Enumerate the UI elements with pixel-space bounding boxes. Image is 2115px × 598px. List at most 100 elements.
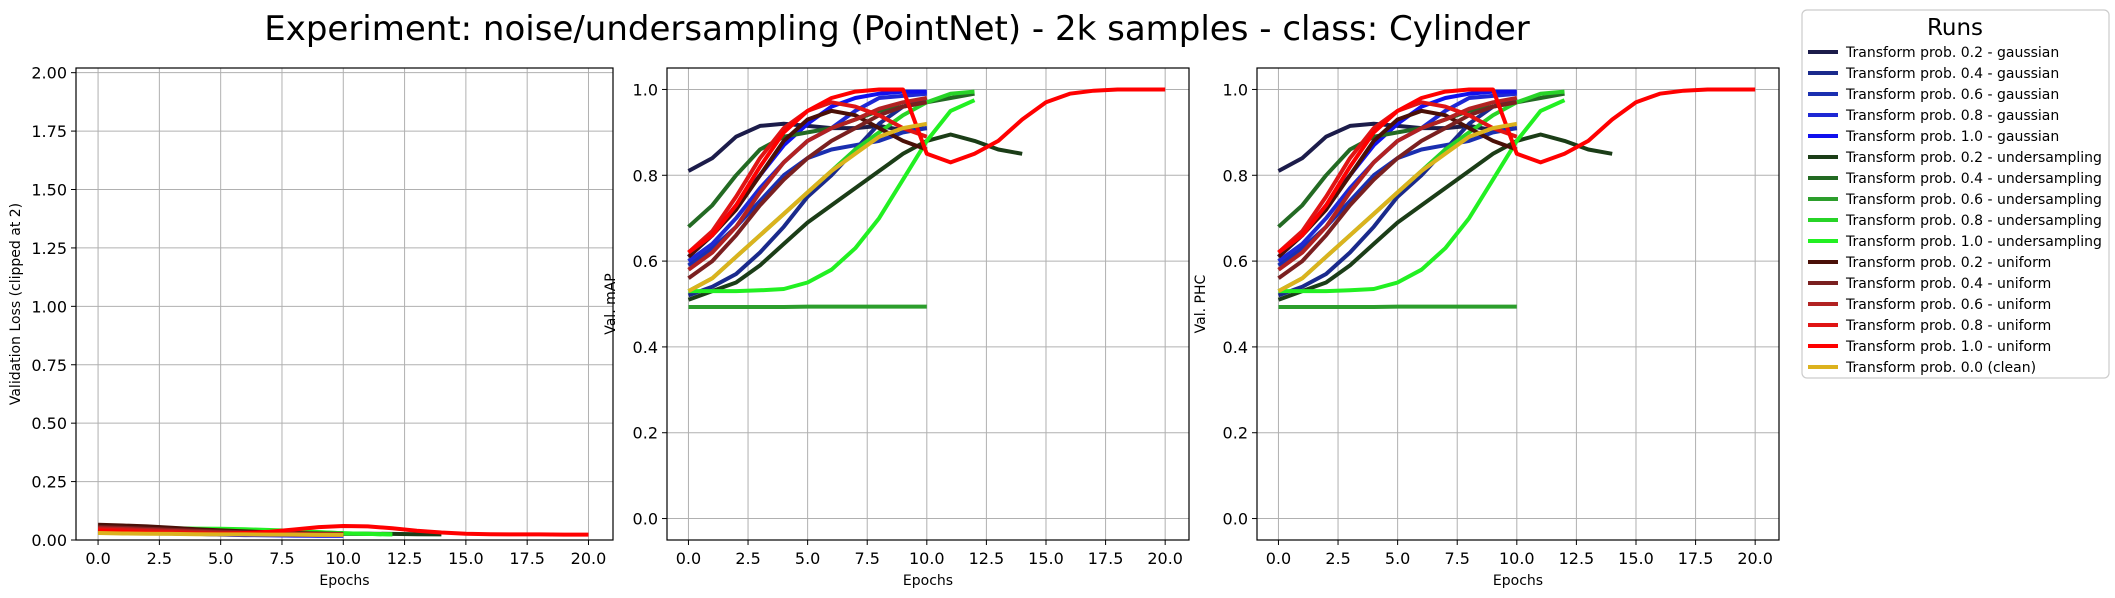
x-tick-label: 10.0: [909, 549, 945, 568]
legend-items: Transform prob. 0.2 - gaussian Transform …: [1808, 45, 2102, 376]
series-group: [687, 87, 1166, 309]
x-tick-label: 10.0: [325, 549, 361, 568]
legend-label: Transform prob. 0.6 - uniform: [1845, 297, 2051, 313]
y-tick-label: 0.75: [31, 356, 67, 375]
legend-item: Transform prob. 0.0 (clean): [1808, 360, 2036, 376]
legend-label: Transform prob. 0.8 - undersampling: [1845, 213, 2102, 229]
legend-item: Transform prob. 1.0 - gaussian: [1808, 129, 2059, 145]
x-tick-label: 17.5: [509, 549, 545, 568]
series-line-9: [1278, 98, 1566, 294]
x-tick-label: 5.0: [1385, 549, 1410, 568]
x-tick-label: 10.0: [1499, 549, 1535, 568]
y-tick-label: 2.00: [31, 64, 67, 83]
x-tick-label: 17.5: [1678, 549, 1714, 568]
legend: Runs Transform prob. 0.2 - gaussianTrans…: [1801, 9, 2110, 379]
legend-item: Transform prob. 0.6 - gaussian: [1808, 87, 2059, 103]
x-tick-label: 5.0: [795, 549, 820, 568]
x-axis-label: Epochs: [1493, 573, 1543, 589]
legend-label: Transform prob. 0.2 - undersampling: [1845, 150, 2102, 166]
legend-item: Transform prob. 0.2 - undersampling: [1808, 150, 2102, 166]
legend-label: Transform prob. 0.8 - gaussian: [1845, 108, 2059, 124]
y-axis-label: Val. mAP: [603, 273, 619, 335]
x-tick-label: 2.5: [1325, 549, 1350, 568]
y-axis-label: Val. PHC: [1193, 274, 1209, 333]
y-tick-label: 0.6: [1223, 252, 1248, 271]
legend-label: Transform prob. 0.8 - uniform: [1845, 318, 2051, 334]
y-tick-label: 0.2: [633, 424, 658, 443]
legend-item: Transform prob. 0.8 - gaussian: [1808, 108, 2059, 124]
x-tick-label: 20.0: [1147, 549, 1183, 568]
y-tick-label: 1.25: [31, 239, 67, 258]
y-tick-label: 0.50: [31, 414, 67, 433]
x-tick-label: 0.0: [1266, 549, 1291, 568]
series-line-15: [98, 531, 344, 537]
y-tick-label: 1.00: [31, 297, 67, 316]
legend-label: Transform prob. 0.6 - gaussian: [1845, 87, 2059, 103]
x-tick-label: 12.5: [969, 549, 1005, 568]
legend-item: Transform prob. 0.8 - undersampling: [1808, 213, 2102, 229]
axes-frame: [75, 67, 614, 541]
y-tick-label: 0.6: [633, 252, 658, 271]
x-tick-label: 2.5: [735, 549, 760, 568]
axes-frame: [1256, 67, 1780, 541]
series-line-12: [1277, 96, 1518, 272]
x-axis-label: Epochs: [903, 573, 953, 589]
series-line-15: [1277, 121, 1518, 293]
x-tick-label: 20.0: [571, 549, 607, 568]
series-group: [98, 522, 589, 538]
legend-item: Transform prob. 0.2 - uniform: [1808, 255, 2051, 271]
legend-label: Transform prob. 1.0 - undersampling: [1845, 234, 2102, 250]
x-tick-label: 7.5: [1444, 549, 1469, 568]
y-tick-label: 1.50: [31, 181, 67, 200]
y-tick-label: 1.0: [1223, 80, 1248, 99]
y-tick-label: 0.2: [1223, 424, 1248, 443]
x-tick-label: 15.0: [1618, 549, 1654, 568]
legend-item: Transform prob. 0.2 - gaussian: [1808, 45, 2059, 61]
x-tick-label: 0.0: [676, 549, 701, 568]
x-tick-label: 2.5: [147, 549, 172, 568]
series-group: [1277, 87, 1756, 309]
y-tick-label: 0.4: [633, 338, 658, 357]
legend-item: Transform prob. 0.8 - uniform: [1808, 318, 2051, 334]
legend-title: Runs: [1927, 15, 1983, 41]
legend-item: Transform prob. 0.4 - undersampling: [1808, 171, 2102, 187]
legend-item: Transform prob. 0.6 - undersampling: [1808, 192, 2102, 208]
legend-label: Transform prob. 0.4 - gaussian: [1845, 66, 2059, 82]
legend-label: Transform prob. 0.0 (clean): [1845, 360, 2036, 376]
y-tick-label: 0.00: [31, 531, 67, 550]
y-tick-label: 0.0: [633, 510, 658, 529]
legend-item: Transform prob. 0.4 - uniform: [1808, 276, 2051, 292]
y-tick-label: 1.0: [633, 80, 658, 99]
legend-label: Transform prob. 0.4 - undersampling: [1845, 171, 2102, 187]
series-line-5: [687, 132, 1023, 302]
legend-label: Transform prob. 0.2 - gaussian: [1845, 45, 2059, 61]
series-line-9: [688, 98, 976, 294]
y-tick-label: 1.75: [31, 122, 67, 141]
legend-label: Transform prob. 0.6 - undersampling: [1845, 192, 2102, 208]
x-tick-label: 15.0: [1028, 549, 1064, 568]
legend-frame: [1801, 9, 2110, 379]
series-line-5: [1277, 132, 1613, 302]
figure-title: Experiment: noise/undersampling (PointNe…: [264, 9, 1530, 49]
series-line-11: [687, 100, 928, 280]
chart-loss: 0.0 2.5 5.0 7.5 10.0 12.5 15.0 17.5 20.0 0.00 0.25…: [8, 64, 614, 589]
x-tick-label: 7.5: [269, 549, 294, 568]
legend-label: Transform prob. 0.4 - uniform: [1845, 276, 2051, 292]
series-line-15: [687, 121, 928, 293]
y-axis-label: Validation Loss (clipped at 2): [8, 203, 24, 405]
legend-item: Transform prob. 0.4 - gaussian: [1808, 66, 2059, 82]
legend-item: Transform prob. 1.0 - uniform: [1808, 339, 2051, 355]
series-line-14: [687, 87, 1166, 255]
legend-label: Transform prob. 1.0 - gaussian: [1845, 129, 2059, 145]
x-tick-label: 7.5: [854, 549, 879, 568]
chart-map: 0.0 2.5 5.0 7.5 10.0 12.5 15.0 17.5 20.0 0.0 0.2 0.…: [603, 67, 1190, 589]
series-line-12: [687, 96, 928, 272]
x-tick-label: 20.0: [1737, 549, 1773, 568]
y-tick-label: 0.4: [1223, 338, 1248, 357]
y-tick-label: 0.8: [633, 166, 658, 185]
y-tick-label: 0.0: [1223, 510, 1248, 529]
chart-phc: 0.0 2.5 5.0 7.5 10.0 12.5 15.0 17.5 20.0 0.0 0.2 0.…: [1193, 67, 1780, 589]
series-line-11: [1277, 100, 1518, 280]
legend-label: Transform prob. 1.0 - uniform: [1845, 339, 2051, 355]
